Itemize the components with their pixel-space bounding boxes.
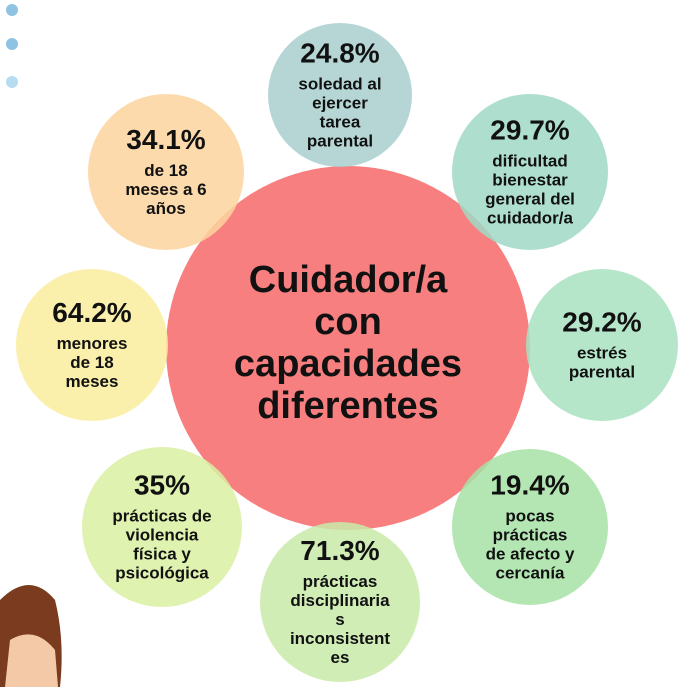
- bullet-dot: [6, 38, 18, 50]
- node-label: dificultad: [492, 151, 568, 170]
- center-circle: [166, 166, 530, 530]
- node-value: 29.7%: [490, 114, 569, 145]
- node-label: de afecto y: [486, 544, 575, 563]
- node-label: tarea: [320, 112, 361, 131]
- center-label: con: [314, 301, 382, 343]
- node-label: años: [146, 199, 186, 218]
- node-label: menores: [57, 334, 128, 353]
- node-label: de 18: [70, 353, 113, 372]
- node-label: general del: [485, 189, 575, 208]
- node-label: parental: [307, 131, 373, 150]
- node-circle: [526, 269, 678, 421]
- node-label: psicológica: [115, 563, 209, 582]
- node-label: prácticas: [493, 525, 568, 544]
- node-label: cercanía: [496, 563, 566, 582]
- node-label: soledad al: [298, 74, 381, 93]
- node-label: s: [335, 610, 344, 629]
- node-label: de 18: [144, 161, 187, 180]
- node-label: prácticas de: [112, 506, 211, 525]
- node-circle: [452, 449, 608, 605]
- node-label: parental: [569, 362, 635, 381]
- node-circle: [452, 94, 608, 250]
- node-label: ejercer: [312, 93, 368, 112]
- cartoon-figure: [0, 585, 62, 687]
- center-label: diferentes: [257, 385, 439, 427]
- node-value: 71.3%: [300, 535, 379, 566]
- node-label: bienestar: [492, 170, 568, 189]
- node-value: 19.4%: [490, 469, 569, 500]
- node-label: estrés: [577, 343, 627, 362]
- node-value: 29.2%: [562, 306, 641, 337]
- node-label: inconsistent: [290, 629, 390, 648]
- node-circle: [260, 522, 420, 682]
- node-label: meses a 6: [125, 180, 206, 199]
- node-label: pocas: [505, 506, 554, 525]
- node-circle: [88, 94, 244, 250]
- node-label: es: [331, 648, 350, 667]
- node-label: disciplinaria: [290, 591, 390, 610]
- node-circle: [16, 269, 168, 421]
- node-value: 35%: [134, 469, 190, 500]
- node-circle: [268, 23, 412, 167]
- center-label: Cuidador/a: [249, 259, 448, 301]
- node-circle: [82, 447, 242, 607]
- center-label: capacidades: [234, 343, 462, 385]
- bullet-dot: [6, 4, 18, 16]
- node-label: cuidador/a: [487, 208, 574, 227]
- node-label: violencia: [126, 525, 199, 544]
- bullet-dot: [6, 76, 18, 88]
- node-label: física y: [133, 544, 191, 563]
- node-value: 64.2%: [52, 297, 131, 328]
- node-label: prácticas: [303, 572, 378, 591]
- node-value: 34.1%: [126, 124, 205, 155]
- node-label: meses: [66, 372, 119, 391]
- node-value: 24.8%: [300, 37, 379, 68]
